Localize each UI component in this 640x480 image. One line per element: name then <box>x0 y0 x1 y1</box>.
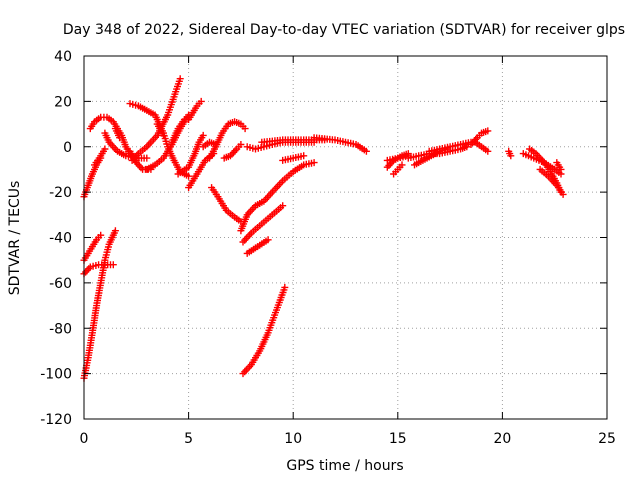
data-point <box>176 75 184 83</box>
y-tick-label: 0 <box>63 140 72 156</box>
axis-ticks: 0 5 10 15 20 25 -120 -100 -80 -60 -40 -20 0 20 40 <box>40 49 616 447</box>
chart-title: Day 348 of 2022, Sidereal Day-to-day VTE… <box>63 22 625 38</box>
y-tick-label: -20 <box>49 185 72 201</box>
y-tick-label: -120 <box>40 412 72 428</box>
x-tick-label: 10 <box>284 431 302 447</box>
data-point <box>362 147 370 155</box>
data-point <box>279 202 287 210</box>
data-point <box>484 127 492 135</box>
y-tick-label: 20 <box>54 94 72 110</box>
data-point <box>281 283 289 291</box>
data-point <box>199 131 207 139</box>
y-tick-label: -80 <box>49 321 72 337</box>
data-point <box>160 131 167 139</box>
data-point <box>264 236 272 244</box>
x-tick-label: 5 <box>184 431 193 447</box>
data-point <box>463 143 471 151</box>
y-axis-label: SDTVAR / TECUs <box>7 181 23 296</box>
data-point <box>398 161 406 169</box>
x-tick-label: 0 <box>80 431 89 447</box>
y-tick-label: -60 <box>49 276 72 292</box>
data-point <box>197 97 205 105</box>
data-point <box>300 152 308 160</box>
x-tick-label: 15 <box>389 431 407 447</box>
data-point <box>557 165 565 173</box>
data-point <box>109 261 117 269</box>
data-point <box>559 190 567 198</box>
grid-lines <box>84 56 607 419</box>
data-point <box>310 159 318 167</box>
data-point <box>237 141 245 148</box>
data-point <box>185 172 193 180</box>
y-tick-label: -100 <box>40 367 72 383</box>
data-point <box>241 125 249 133</box>
data-point <box>101 145 109 153</box>
y-tick-label: 40 <box>54 49 72 65</box>
data-point <box>143 154 151 162</box>
data-points <box>80 75 567 382</box>
y-tick-label: -40 <box>49 231 72 247</box>
data-point <box>116 134 124 142</box>
x-tick-label: 25 <box>598 431 616 447</box>
x-axis-label: GPS time / hours <box>286 458 403 474</box>
data-point <box>507 152 515 160</box>
data-point <box>484 147 492 155</box>
data-point <box>383 163 391 171</box>
data-point <box>111 227 119 235</box>
data-point <box>97 231 105 239</box>
x-tick-label: 20 <box>493 431 511 447</box>
